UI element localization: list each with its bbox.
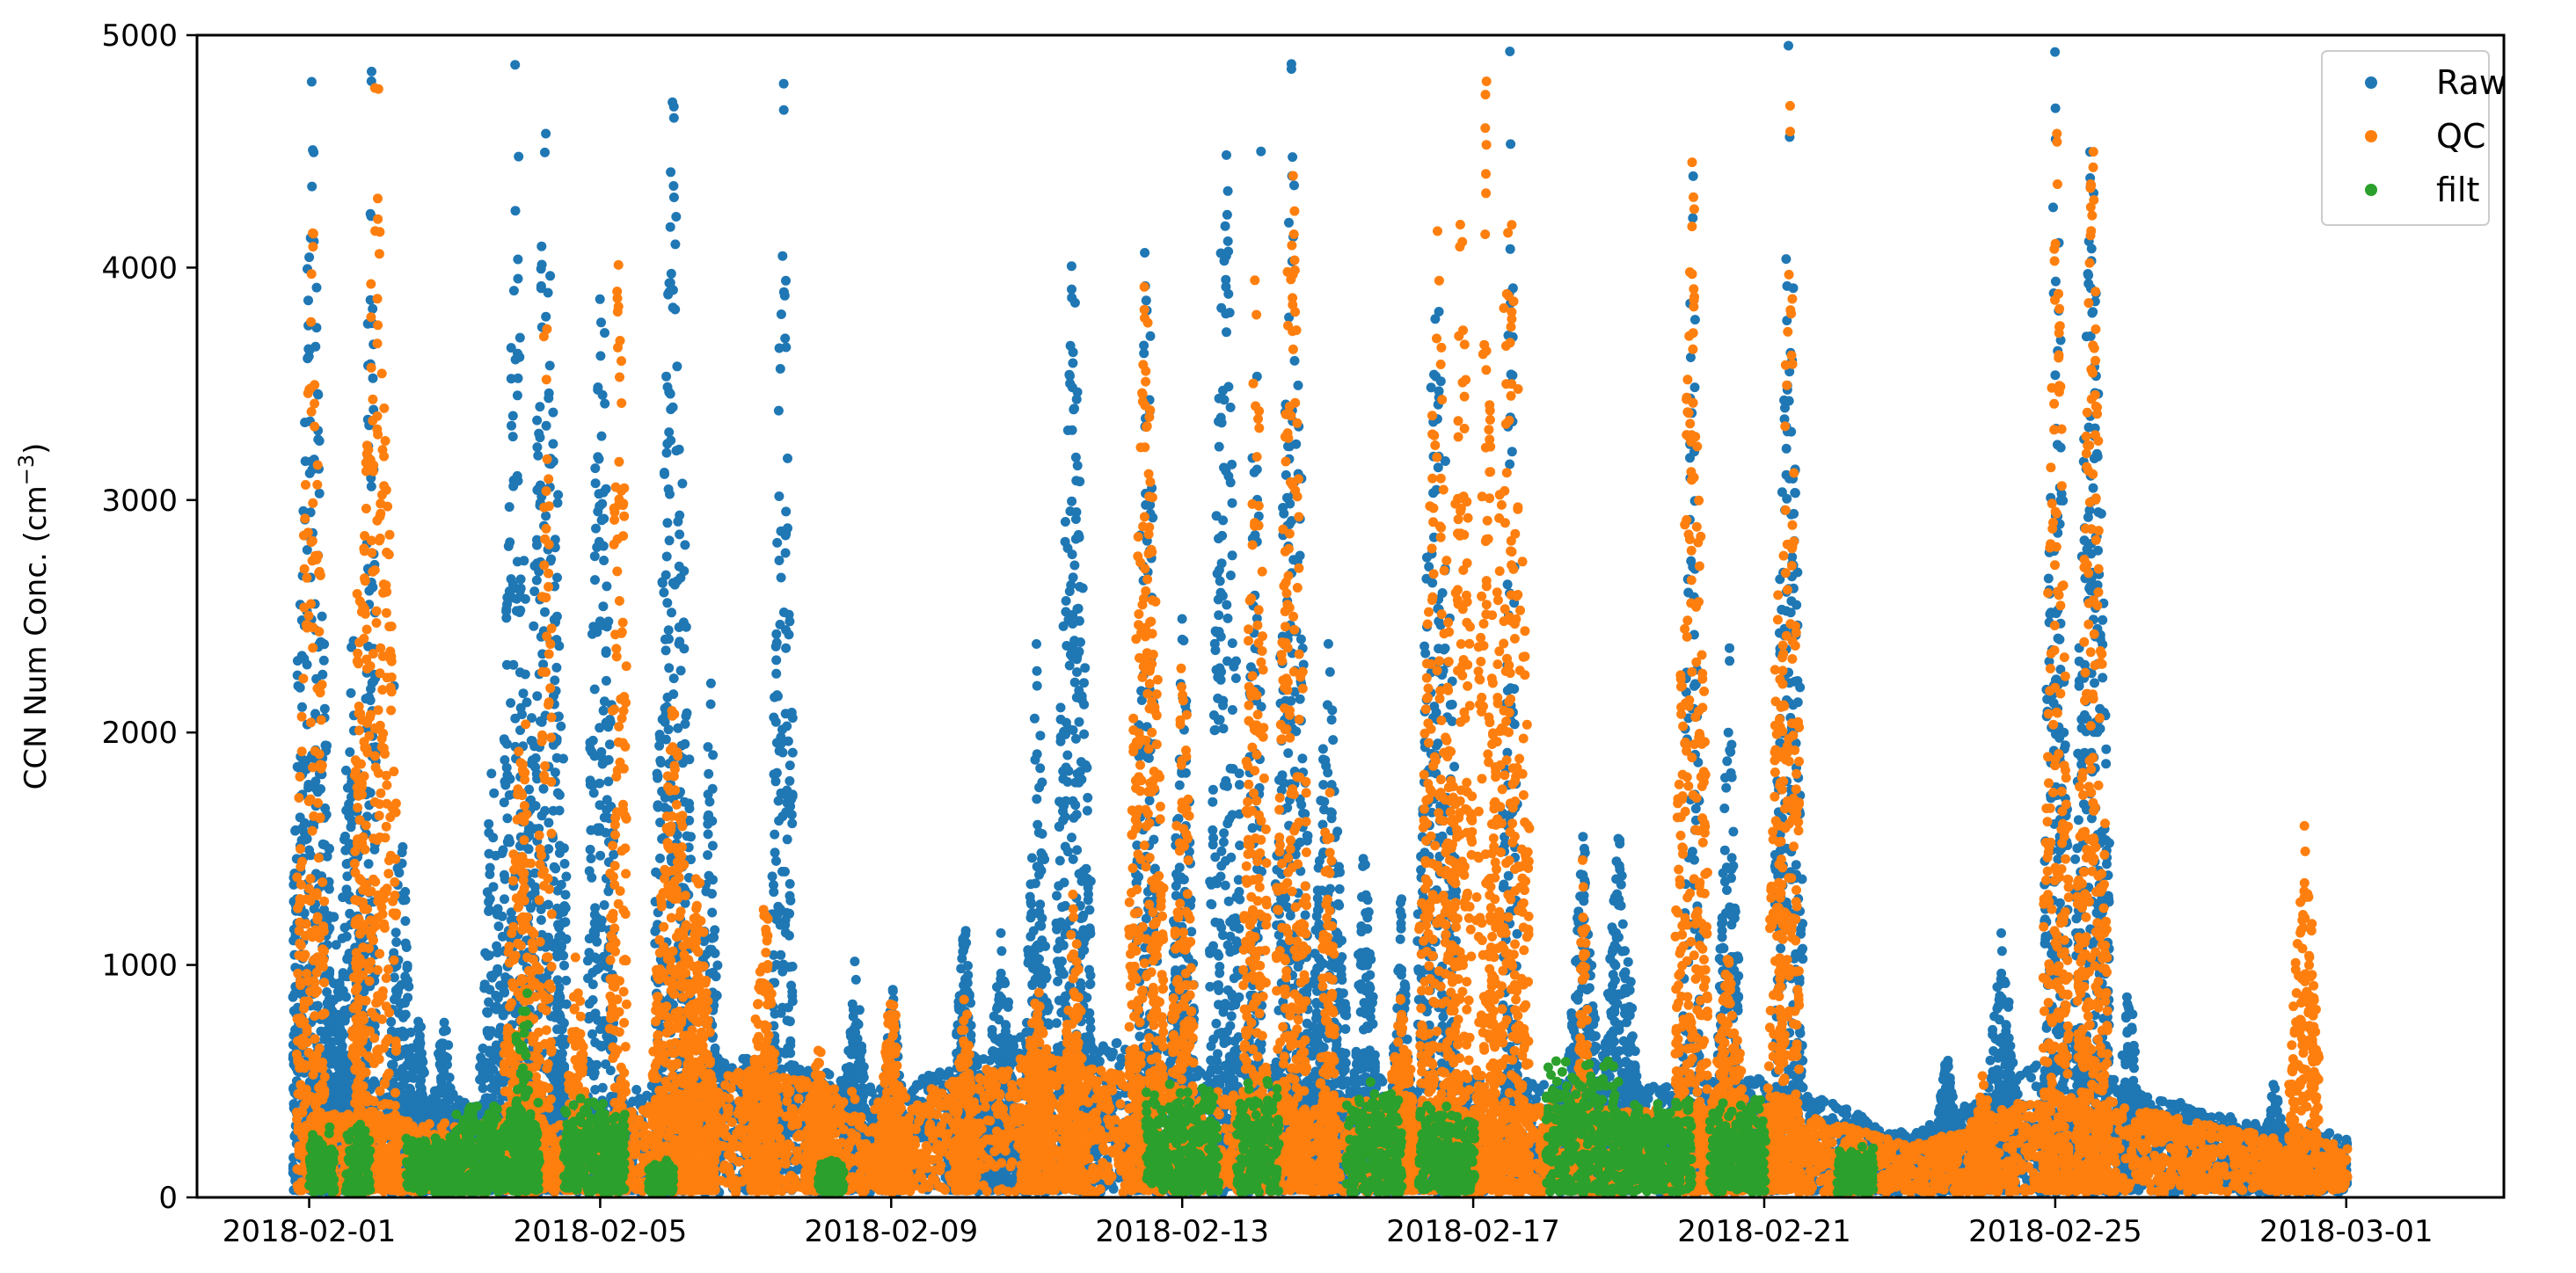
raw-point bbox=[1094, 1056, 1105, 1066]
raw-point bbox=[1661, 1082, 1672, 1092]
raw-point bbox=[2031, 1060, 2041, 1071]
plot-area bbox=[288, 40, 2353, 1197]
raw-point bbox=[1819, 1096, 1829, 1107]
raw-point bbox=[824, 1069, 835, 1080]
raw-point bbox=[1377, 1076, 1388, 1087]
raw-point bbox=[1111, 1038, 1121, 1049]
raw-point bbox=[631, 1085, 642, 1095]
raw-point bbox=[1108, 1047, 1118, 1058]
raw-point bbox=[1842, 1104, 1851, 1115]
raw-point bbox=[1539, 1080, 1549, 1090]
raw-point bbox=[1108, 1183, 1119, 1194]
raw-point bbox=[2026, 1073, 2036, 1083]
